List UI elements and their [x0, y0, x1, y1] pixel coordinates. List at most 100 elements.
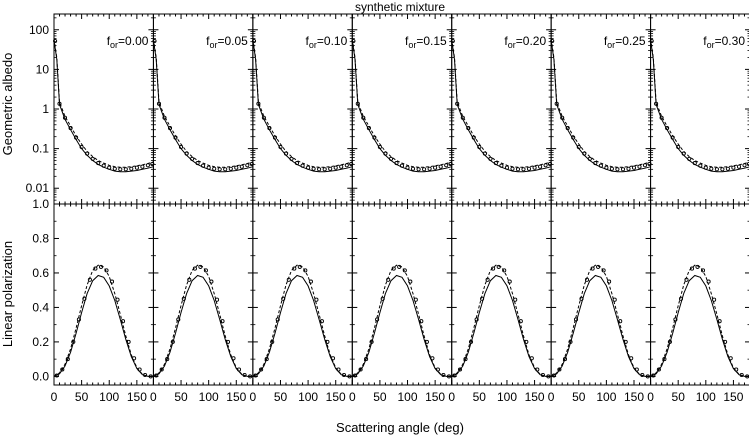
x-tick-label: 50	[274, 390, 288, 404]
polarization-point	[546, 374, 551, 379]
albedo-point	[510, 166, 515, 171]
albedo-point	[272, 135, 278, 140]
polarization-point	[568, 339, 573, 344]
polarization-point	[220, 319, 225, 324]
polarization-point	[695, 264, 700, 269]
polarization-point	[397, 264, 402, 269]
polarization-point	[535, 367, 540, 372]
albedo-point	[416, 167, 421, 172]
polarization-point	[231, 356, 236, 361]
polarization-point	[584, 277, 590, 282]
polarization-point	[352, 373, 358, 378]
polarization-point	[678, 296, 684, 301]
polarization-point	[154, 373, 159, 378]
x-tick-label: 50	[75, 390, 89, 404]
polarization-solid-line	[451, 274, 552, 377]
panel-label-symbol: f	[206, 34, 210, 48]
polarization-point	[496, 264, 501, 269]
panel-label-symbol: f	[504, 34, 508, 48]
polarization-point	[662, 357, 667, 362]
polarization-point	[203, 268, 208, 273]
albedo-point	[450, 38, 455, 44]
albedo-point	[526, 166, 532, 171]
albedo-point	[201, 163, 206, 168]
polarization-point	[634, 367, 639, 372]
albedo-point	[405, 165, 410, 170]
albedo-point	[709, 166, 714, 171]
polarization-point	[303, 268, 308, 273]
chart-title: synthetic mixture	[355, 0, 445, 14]
polarization-point	[689, 266, 695, 271]
polarization-point	[259, 367, 264, 372]
panel-label: for=0.00	[107, 34, 149, 50]
albedo-point	[394, 161, 399, 166]
albedo-point	[582, 151, 587, 156]
albedo-point	[499, 163, 504, 168]
albedo-point	[68, 126, 73, 131]
x-tick-label: 0	[448, 390, 455, 404]
polarization-point	[170, 339, 175, 344]
albedo-point	[410, 166, 416, 171]
albedo-point	[687, 156, 692, 161]
x-tick-label: 100	[99, 390, 119, 404]
albedo-point	[190, 156, 195, 161]
albedo-point	[427, 166, 432, 171]
albedo-point	[206, 165, 211, 170]
x-tick-label: 50	[572, 390, 586, 404]
albedo-solid-line	[252, 40, 353, 173]
panel-label-symbol: f	[604, 34, 608, 48]
panel-label-subscript: or	[707, 40, 715, 50]
albedo-point	[593, 161, 598, 166]
albedo-solid-line	[152, 40, 254, 173]
albedo-point	[195, 161, 200, 166]
panel-label-subscript: or	[209, 40, 217, 50]
albedo-point	[587, 156, 592, 161]
albedo-point	[742, 163, 747, 168]
albedo-point	[598, 163, 603, 168]
albedo-point	[212, 166, 217, 171]
albedo-point	[162, 115, 167, 120]
albedo-point	[615, 167, 620, 172]
polarization-point	[430, 356, 435, 361]
albedo-point	[477, 144, 482, 150]
albedo-point	[455, 101, 460, 106]
polarization-solid-line	[252, 274, 353, 377]
polarization-point	[640, 372, 645, 378]
albedo-solid-line	[550, 40, 651, 173]
albedo-point	[642, 163, 648, 168]
y-tick-label: 0.2	[32, 335, 49, 349]
albedo-point	[466, 126, 471, 131]
panel-label: for=0.05	[206, 34, 248, 50]
polarization-point	[391, 266, 396, 271]
albedo-point	[703, 165, 708, 170]
polarization-point	[198, 264, 203, 269]
polarization-point	[673, 317, 678, 322]
panel-label-subscript: or	[110, 40, 118, 50]
albedo-solid-line	[451, 40, 552, 173]
x-tick-label: 50	[174, 390, 188, 404]
albedo-solid-line	[650, 40, 749, 173]
panel-label-symbol: f	[703, 34, 707, 48]
polarization-point	[706, 279, 711, 284]
panel-label-value: =0.05	[217, 34, 248, 48]
albedo-point	[355, 101, 360, 106]
x-tick-label: 50	[373, 390, 387, 404]
polarization-point	[717, 319, 722, 324]
albedo-point	[604, 165, 609, 170]
albedo-point	[234, 165, 239, 170]
polarization-solid-line	[352, 274, 452, 377]
y-tick-label: 100	[29, 23, 49, 37]
panel-label-symbol: f	[405, 34, 409, 48]
albedo-point	[692, 161, 697, 166]
albedo-point	[333, 165, 338, 170]
x-tick-label: 0	[250, 390, 257, 404]
y-tick-label: 0.8	[32, 232, 49, 246]
polarization-point	[419, 319, 424, 324]
albedo-point	[698, 163, 703, 168]
x-tick-label: 150	[723, 390, 743, 404]
polarization-point	[524, 339, 529, 344]
polarization-point	[502, 268, 507, 273]
polarization-point	[474, 317, 479, 322]
polarization-point	[176, 317, 181, 322]
